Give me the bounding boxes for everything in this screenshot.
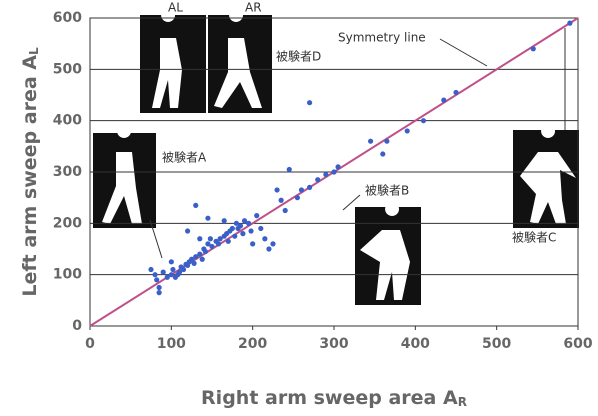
point [191, 260, 197, 266]
point [530, 46, 536, 52]
point [207, 236, 213, 242]
silhouette-c [513, 124, 579, 228]
y-tick-label: 200 [53, 215, 82, 231]
point [270, 241, 276, 247]
point [315, 177, 321, 183]
point [567, 20, 573, 26]
x-tick-label: 600 [563, 336, 592, 352]
y-axis-text: Left arm sweep area A [19, 55, 41, 297]
point [156, 284, 162, 291]
point [217, 236, 223, 242]
point [453, 89, 459, 96]
annotation: 被験者D [276, 49, 321, 64]
point [180, 266, 187, 273]
point [237, 223, 244, 229]
silhouette-b [355, 202, 421, 305]
point [420, 118, 427, 124]
y-tick-label: 300 [53, 164, 82, 180]
point [335, 164, 341, 170]
x-tick-label: 200 [238, 336, 267, 352]
point [278, 197, 284, 203]
point [233, 220, 239, 226]
silhouette-a [93, 124, 156, 228]
y-tick-label: 400 [53, 113, 82, 129]
point [404, 128, 410, 134]
annotation: 被験者B [365, 183, 409, 198]
label-al: AL [168, 1, 183, 15]
y-tick-label: 100 [53, 267, 82, 283]
point [205, 241, 211, 247]
point [441, 97, 447, 103]
x-axis-sub: R [458, 395, 467, 409]
point [258, 225, 264, 232]
x-tick-label: 400 [401, 336, 430, 352]
annotation: 被験者C [512, 230, 556, 245]
point [185, 228, 191, 234]
point [282, 207, 288, 214]
point [274, 187, 280, 193]
point [193, 254, 199, 260]
point [246, 220, 252, 226]
point [225, 238, 231, 244]
x-tick-label: 100 [157, 336, 186, 352]
x-tick-label: 300 [319, 336, 348, 352]
point [148, 266, 154, 273]
point [156, 290, 162, 296]
point [262, 236, 268, 242]
annotation: Symmetry line [338, 31, 426, 45]
label-ar: AR [245, 1, 262, 15]
point [215, 241, 222, 247]
y-axis-sub: L [27, 47, 41, 55]
point [170, 266, 176, 273]
point [229, 225, 235, 232]
x-axis-text: Right arm sweep area A [201, 387, 458, 409]
annotation: 被験者A [162, 150, 207, 165]
plot-area [89, 17, 579, 330]
arrows [149, 28, 566, 259]
point [286, 166, 292, 173]
point [250, 241, 256, 247]
point [164, 274, 170, 280]
point [307, 100, 313, 106]
point [193, 202, 199, 208]
point [168, 272, 174, 278]
point [197, 236, 203, 242]
plot-frame [89, 17, 579, 327]
point [323, 171, 329, 178]
point [248, 228, 254, 234]
point [168, 259, 174, 265]
point [221, 218, 227, 224]
x-tick-label: 0 [85, 336, 95, 352]
point [307, 184, 313, 190]
point [240, 231, 246, 237]
point [205, 215, 211, 221]
point [176, 269, 183, 275]
point [241, 218, 248, 224]
point [331, 169, 337, 175]
silhouette-d [140, 8, 272, 113]
y-tick-label: 600 [53, 10, 82, 26]
point [294, 195, 300, 201]
point [254, 213, 260, 219]
point [384, 138, 390, 144]
point [197, 251, 203, 257]
point [154, 277, 160, 283]
y-tick-label: 0 [72, 318, 82, 334]
y-tick-label: 500 [53, 61, 82, 77]
point [160, 269, 166, 275]
x-axis-label: Right arm sweep area AR [201, 387, 467, 409]
point [199, 256, 205, 262]
x-tick-label: 500 [482, 336, 511, 352]
y-axis-label: Left arm sweep area AL [19, 47, 41, 297]
point [266, 246, 272, 252]
point [380, 151, 386, 157]
point [368, 138, 374, 144]
point [298, 187, 305, 193]
point [202, 248, 209, 255]
point [189, 256, 195, 262]
point [152, 272, 158, 278]
point [232, 233, 238, 239]
point [209, 243, 215, 250]
